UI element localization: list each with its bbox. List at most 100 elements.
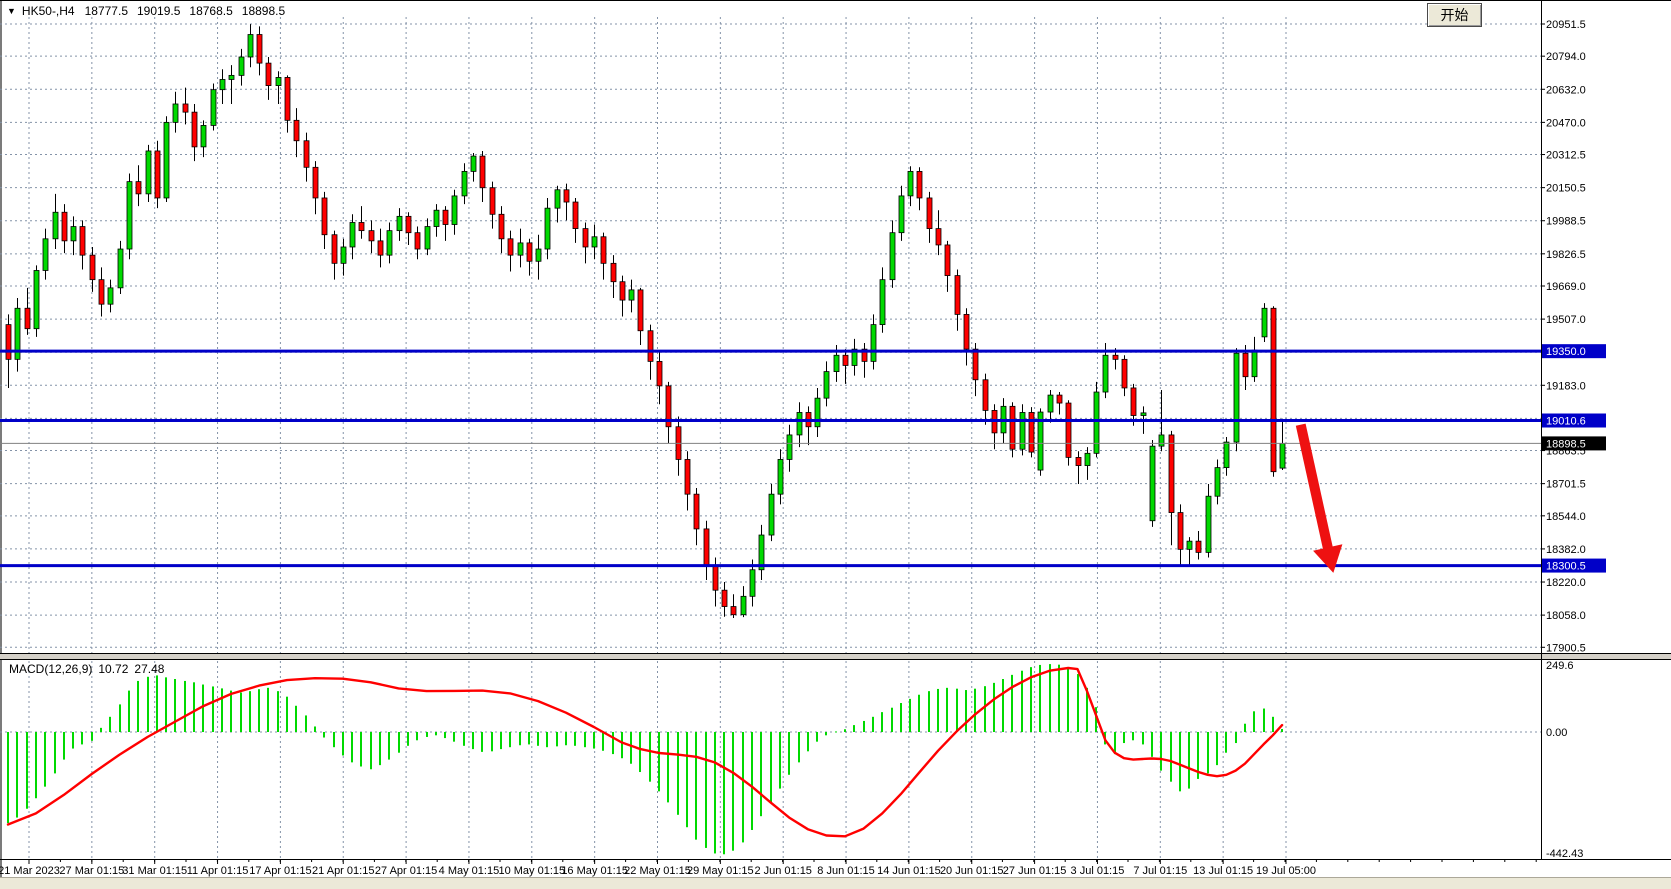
price-tick-label: 18544.0 bbox=[1546, 511, 1586, 523]
candle-bullish bbox=[172, 103, 179, 123]
price-tick-label: 18701.5 bbox=[1546, 479, 1586, 491]
macd-bar bbox=[277, 691, 279, 732]
macd-bar bbox=[295, 705, 297, 732]
macd-bar bbox=[807, 732, 809, 752]
candle-bullish bbox=[907, 170, 914, 197]
candle-bearish bbox=[331, 234, 338, 264]
candle-bullish bbox=[1261, 307, 1268, 338]
macd-bar bbox=[109, 716, 111, 732]
candle-bullish bbox=[42, 238, 49, 271]
macd-bar bbox=[360, 732, 362, 767]
candle-bearish bbox=[1195, 540, 1202, 553]
candle-bearish bbox=[703, 528, 710, 567]
panel-separator[interactable] bbox=[0, 654, 1671, 659]
candle-bullish bbox=[1233, 352, 1240, 443]
candle-bullish bbox=[145, 150, 152, 195]
candle-bearish bbox=[1112, 354, 1119, 360]
macd-bar bbox=[742, 732, 744, 843]
price-tick-label: 19183.0 bbox=[1546, 380, 1586, 392]
candle-bearish bbox=[647, 330, 654, 362]
candle-bullish bbox=[628, 289, 635, 301]
candle-bullish bbox=[833, 354, 840, 372]
close-value: 18898.5 bbox=[241, 4, 286, 18]
price-tick-label: 18058.0 bbox=[1546, 610, 1586, 622]
macd-bar bbox=[658, 732, 660, 792]
price-tick-label: 20632.0 bbox=[1546, 84, 1586, 96]
time-tick-label: 11 Apr 01:15 bbox=[187, 865, 249, 877]
candle-bearish bbox=[619, 281, 626, 301]
macd-bar bbox=[779, 732, 781, 789]
macd-bar bbox=[984, 686, 986, 732]
candle-bullish bbox=[1047, 394, 1054, 413]
macd-bar bbox=[1030, 667, 1032, 732]
level-price-pill bbox=[1542, 344, 1606, 359]
candle-bearish bbox=[684, 459, 691, 495]
candle-bearish bbox=[265, 62, 272, 86]
candle-bearish bbox=[303, 140, 310, 168]
macd-bar bbox=[1160, 732, 1162, 771]
candle-bullish bbox=[870, 324, 877, 362]
price-tick-label: 20150.5 bbox=[1546, 183, 1586, 195]
candle-bearish bbox=[1270, 307, 1277, 473]
low-value: 18768.5 bbox=[189, 4, 233, 18]
candle-bearish bbox=[1130, 387, 1137, 416]
macd-bar bbox=[444, 732, 446, 739]
macd-bar bbox=[435, 732, 437, 736]
candle-bullish bbox=[340, 246, 347, 264]
collapse-triangle-icon[interactable]: ▼ bbox=[7, 6, 16, 16]
macd-indicator-label: MACD(12,26,9) 10.72 27.48 bbox=[9, 662, 170, 676]
level-price-pill bbox=[1542, 558, 1606, 573]
macd-bar bbox=[147, 676, 149, 732]
macd-bar bbox=[137, 680, 139, 732]
macd-bar bbox=[639, 732, 641, 773]
horizontal-level-lines[interactable] bbox=[0, 349, 1541, 568]
start-button[interactable]: 开始 bbox=[1427, 3, 1482, 27]
candle-bearish bbox=[861, 348, 868, 362]
candle-bullish bbox=[386, 230, 393, 256]
candle-bullish bbox=[14, 307, 21, 360]
window-left-border bbox=[0, 1, 2, 889]
window-bottom-edge bbox=[0, 877, 1671, 889]
candle-bearish bbox=[665, 385, 672, 428]
macd-bar bbox=[453, 732, 455, 742]
candle-bullish bbox=[424, 226, 431, 250]
macd-bar bbox=[230, 690, 232, 732]
macd-bar bbox=[667, 732, 669, 803]
candle-bullish bbox=[1279, 443, 1286, 469]
level-price-pill-label: 19010.6 bbox=[1546, 416, 1586, 428]
candle-bearish bbox=[1065, 402, 1072, 458]
macd-bar bbox=[258, 689, 260, 732]
candle-bullish bbox=[461, 170, 468, 197]
symbol-label: HK50-,H4 bbox=[21, 4, 75, 18]
macd-bar bbox=[695, 732, 697, 840]
candle-bullish bbox=[823, 371, 830, 399]
candle-bullish bbox=[1158, 434, 1165, 447]
macd-bar bbox=[519, 732, 521, 746]
macd-bar bbox=[1272, 716, 1274, 732]
candle-bullish bbox=[219, 79, 226, 91]
candle-bullish bbox=[898, 195, 905, 234]
macd-bar bbox=[546, 732, 548, 748]
price-tick-label: 18382.0 bbox=[1546, 544, 1586, 556]
macd-bar bbox=[677, 732, 679, 815]
candle-bearish bbox=[1168, 434, 1175, 513]
macd-bar bbox=[788, 732, 790, 775]
candle-bearish bbox=[182, 103, 189, 113]
macd-bar bbox=[240, 692, 242, 732]
macd-bar bbox=[1244, 723, 1246, 732]
time-tick-label: 7 Jul 01:15 bbox=[1133, 865, 1187, 877]
candle-bullish bbox=[889, 232, 896, 281]
macd-bar bbox=[1170, 732, 1172, 782]
candle-bearish bbox=[712, 565, 719, 591]
macd-bar bbox=[714, 732, 716, 854]
candle-bullish bbox=[554, 189, 561, 209]
candle-bearish bbox=[582, 228, 589, 248]
macd-bar bbox=[1021, 670, 1023, 732]
open-value: 18777.5 bbox=[84, 4, 128, 18]
candle-bearish bbox=[1056, 394, 1063, 404]
trend-arrow[interactable] bbox=[1295, 423, 1343, 573]
macd-bar bbox=[1095, 707, 1097, 732]
macd-bar bbox=[630, 732, 632, 764]
macd-bar bbox=[974, 688, 976, 732]
